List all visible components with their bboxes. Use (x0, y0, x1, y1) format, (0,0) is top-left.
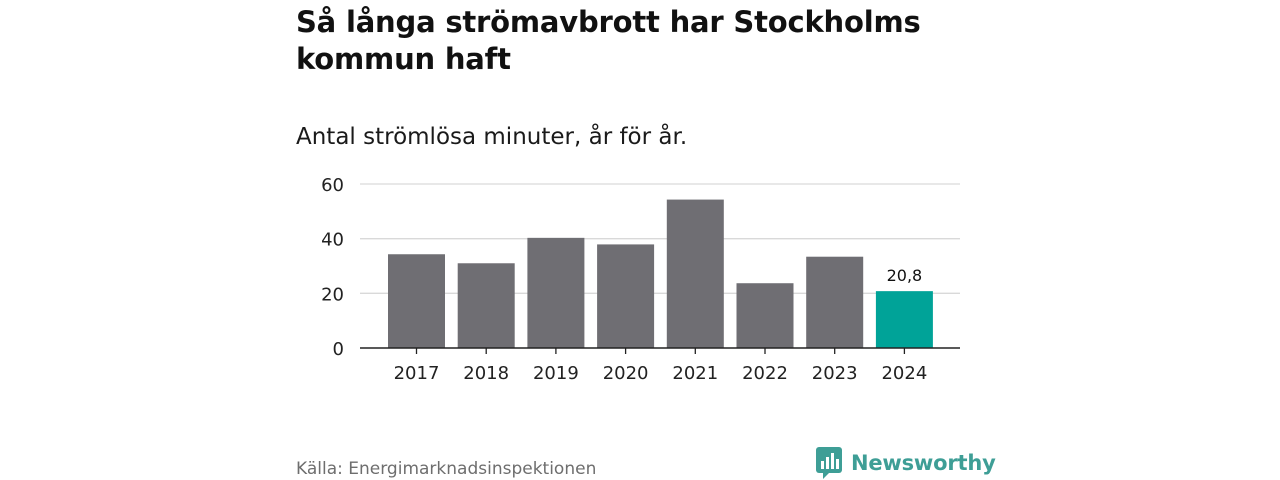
bar-2024 (875, 291, 933, 348)
x-tick-label: 2020 (603, 363, 649, 384)
y-axis-ticks: 0 20 40 60 (321, 175, 344, 360)
x-tick-label: 2022 (742, 363, 788, 384)
x-tick-label: 2018 (463, 363, 509, 384)
source-note: Källa: Energimarknadsinspektionen (296, 459, 597, 479)
x-tick-label: 2021 (672, 363, 718, 384)
logo-text: Newsworthy (851, 451, 996, 475)
bar-2023 (806, 256, 864, 348)
data-label: 20,8 (887, 266, 923, 285)
y-tick-label: 60 (321, 175, 344, 196)
bar-2020 (597, 244, 655, 348)
y-tick-label: 0 (333, 339, 344, 360)
x-tick-label: 2023 (812, 363, 858, 384)
bar-2021 (666, 199, 724, 348)
bars (388, 199, 933, 348)
bar-2022 (736, 283, 794, 348)
chart-subtitle: Antal strömlösa minuter, år för år. (296, 124, 688, 150)
bar-2019 (527, 237, 585, 348)
x-axis-ticks: 2017 2018 2019 2020 2021 2022 2023 2024 (394, 348, 927, 384)
data-labels: 20,8 (887, 266, 923, 285)
chart-title: Så långa strömavbrott har Stockholms kom… (296, 5, 921, 76)
bar-chart: 0 20 40 60 2017 2018 2019 2020 2021 2022 2023 2024… (321, 175, 960, 384)
x-tick-label: 2017 (394, 363, 440, 384)
x-tick-label: 2019 (533, 363, 579, 384)
gridlines (360, 183, 960, 294)
y-tick-label: 20 (321, 284, 344, 305)
bar-2017 (388, 254, 445, 348)
y-tick-label: 40 (321, 230, 344, 251)
newsworthy-logo-icon (816, 447, 842, 479)
bar-2018 (457, 263, 515, 348)
newsworthy-logo[interactable]: Newsworthy (815, 446, 996, 480)
x-tick-label: 2024 (881, 363, 927, 384)
